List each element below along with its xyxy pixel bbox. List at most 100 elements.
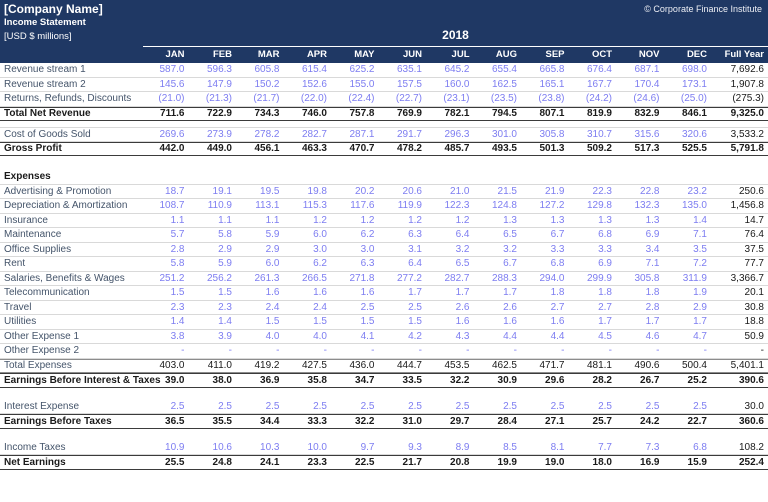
month-cell[interactable]: 2.8 bbox=[143, 243, 191, 257]
month-cell[interactable]: 269.6 bbox=[143, 127, 191, 142]
month-cell[interactable]: 1.6 bbox=[523, 315, 571, 330]
month-cell[interactable]: 1.4 bbox=[143, 315, 191, 330]
month-cell[interactable]: 1.9 bbox=[665, 286, 713, 301]
month-cell[interactable]: 1.7 bbox=[665, 315, 713, 330]
month-cell[interactable]: 1.5 bbox=[190, 286, 238, 301]
month-cell[interactable]: 6.4 bbox=[428, 228, 476, 243]
month-cell[interactable]: - bbox=[665, 344, 713, 359]
month-cell[interactable]: 10.6 bbox=[190, 441, 238, 455]
month-cell[interactable]: 746.0 bbox=[285, 106, 333, 121]
month-cell[interactable]: (22.0) bbox=[285, 92, 333, 107]
month-cell[interactable]: 2.5 bbox=[570, 400, 618, 414]
month-cell[interactable]: 19.9 bbox=[475, 455, 523, 470]
month-cell[interactable]: 288.3 bbox=[475, 272, 523, 286]
column-header[interactable]: AUG bbox=[495, 49, 517, 60]
month-cell[interactable]: 282.7 bbox=[285, 127, 333, 142]
month-cell[interactable]: 2.5 bbox=[143, 400, 191, 414]
month-cell[interactable]: 635.1 bbox=[380, 63, 428, 78]
month-cell[interactable]: 10.3 bbox=[238, 441, 286, 455]
month-cell[interactable]: 500.4 bbox=[665, 358, 713, 373]
month-cell[interactable]: 2.6 bbox=[475, 301, 523, 315]
month-cell[interactable]: 2.6 bbox=[428, 301, 476, 315]
section-header[interactable]: Expenses bbox=[0, 170, 768, 185]
month-cell[interactable]: 127.2 bbox=[523, 199, 571, 214]
month-cell[interactable]: 124.8 bbox=[475, 199, 523, 214]
row-label[interactable]: Net Earnings bbox=[0, 455, 143, 470]
month-cell[interactable]: 1.6 bbox=[475, 315, 523, 330]
month-cell[interactable]: 160.0 bbox=[428, 78, 476, 92]
month-cell[interactable]: 122.3 bbox=[428, 199, 476, 214]
month-cell[interactable]: 1.6 bbox=[285, 286, 333, 301]
month-cell[interactable]: 1.8 bbox=[523, 286, 571, 301]
month-cell[interactable]: 698.0 bbox=[665, 63, 713, 78]
full-year-cell[interactable]: 390.6 bbox=[713, 373, 768, 388]
month-cell[interactable]: 493.5 bbox=[475, 141, 523, 156]
month-cell[interactable]: 110.9 bbox=[190, 199, 238, 214]
month-cell[interactable]: 170.4 bbox=[618, 78, 666, 92]
month-cell[interactable]: 3.3 bbox=[570, 243, 618, 257]
month-cell[interactable]: 711.6 bbox=[143, 106, 191, 121]
month-cell[interactable]: 4.3 bbox=[428, 330, 476, 344]
month-cell[interactable]: - bbox=[618, 344, 666, 359]
month-cell[interactable]: 3.0 bbox=[333, 243, 381, 257]
month-cell[interactable]: - bbox=[380, 344, 428, 359]
month-cell[interactable]: (22.4) bbox=[333, 92, 381, 107]
full-year-cell[interactable]: 1,907.8 bbox=[713, 78, 768, 92]
month-cell[interactable]: 7.1 bbox=[665, 228, 713, 243]
month-cell[interactable]: 6.8 bbox=[570, 228, 618, 243]
month-cell[interactable]: 25.7 bbox=[570, 414, 618, 429]
month-cell[interactable]: 33.3 bbox=[285, 414, 333, 429]
full-year-cell[interactable]: 37.5 bbox=[713, 243, 768, 257]
month-cell[interactable]: (21.0) bbox=[143, 92, 191, 107]
column-header[interactable]: JAN bbox=[165, 49, 185, 60]
month-cell[interactable]: 6.5 bbox=[428, 257, 476, 272]
column-header[interactable]: OCT bbox=[591, 49, 612, 60]
row-label[interactable]: Utilities bbox=[0, 315, 143, 330]
month-cell[interactable]: 305.8 bbox=[618, 272, 666, 286]
month-cell[interactable]: 2.8 bbox=[618, 301, 666, 315]
month-cell[interactable]: 34.7 bbox=[333, 373, 381, 388]
month-cell[interactable]: 282.7 bbox=[428, 272, 476, 286]
month-cell[interactable]: 135.0 bbox=[665, 199, 713, 214]
month-cell[interactable]: 31.0 bbox=[380, 414, 428, 429]
month-cell[interactable]: 301.0 bbox=[475, 127, 523, 142]
month-cell[interactable]: (23.1) bbox=[428, 92, 476, 107]
column-header[interactable]: NOV bbox=[638, 49, 660, 60]
month-cell[interactable]: 3.2 bbox=[475, 243, 523, 257]
month-cell[interactable]: 19.8 bbox=[285, 185, 333, 199]
month-cell[interactable]: 6.3 bbox=[333, 257, 381, 272]
month-cell[interactable]: 442.0 bbox=[143, 141, 191, 156]
month-cell[interactable]: 35.8 bbox=[285, 373, 333, 388]
month-cell[interactable]: 490.6 bbox=[618, 358, 666, 373]
month-cell[interactable]: 2.9 bbox=[190, 243, 238, 257]
month-cell[interactable]: 29.7 bbox=[428, 414, 476, 429]
month-cell[interactable]: - bbox=[190, 344, 238, 359]
month-cell[interactable]: 501.3 bbox=[523, 141, 571, 156]
month-cell[interactable]: (23.5) bbox=[475, 92, 523, 107]
month-cell[interactable]: 291.7 bbox=[380, 127, 428, 142]
month-cell[interactable]: 15.9 bbox=[665, 455, 713, 470]
month-cell[interactable]: 687.1 bbox=[618, 63, 666, 78]
month-cell[interactable]: 485.7 bbox=[428, 141, 476, 156]
month-cell[interactable]: 119.9 bbox=[380, 199, 428, 214]
month-cell[interactable]: 2.5 bbox=[238, 400, 286, 414]
month-cell[interactable]: 832.9 bbox=[618, 106, 666, 121]
month-cell[interactable]: (23.8) bbox=[523, 92, 571, 107]
month-cell[interactable]: 2.5 bbox=[665, 400, 713, 414]
full-year-cell[interactable]: 360.6 bbox=[713, 414, 768, 429]
column-header[interactable]: JUL bbox=[451, 49, 470, 60]
row-label[interactable]: Total Net Revenue bbox=[0, 106, 143, 121]
month-cell[interactable]: 2.5 bbox=[380, 400, 428, 414]
full-year-cell[interactable]: (275.3) bbox=[713, 92, 768, 107]
full-year-cell[interactable]: 7,692.6 bbox=[713, 63, 768, 78]
month-cell[interactable]: 26.7 bbox=[618, 373, 666, 388]
month-cell[interactable]: 35.5 bbox=[190, 414, 238, 429]
row-label[interactable]: Interest Expense bbox=[0, 400, 143, 414]
month-cell[interactable]: 2.5 bbox=[475, 400, 523, 414]
month-cell[interactable]: 3.3 bbox=[523, 243, 571, 257]
row-label[interactable]: Earnings Before Interest & Taxes bbox=[0, 373, 161, 388]
month-cell[interactable]: 10.9 bbox=[143, 441, 191, 455]
month-cell[interactable]: 8.1 bbox=[523, 441, 571, 455]
full-year-cell[interactable]: 20.1 bbox=[713, 286, 768, 301]
month-cell[interactable]: 1.6 bbox=[333, 286, 381, 301]
